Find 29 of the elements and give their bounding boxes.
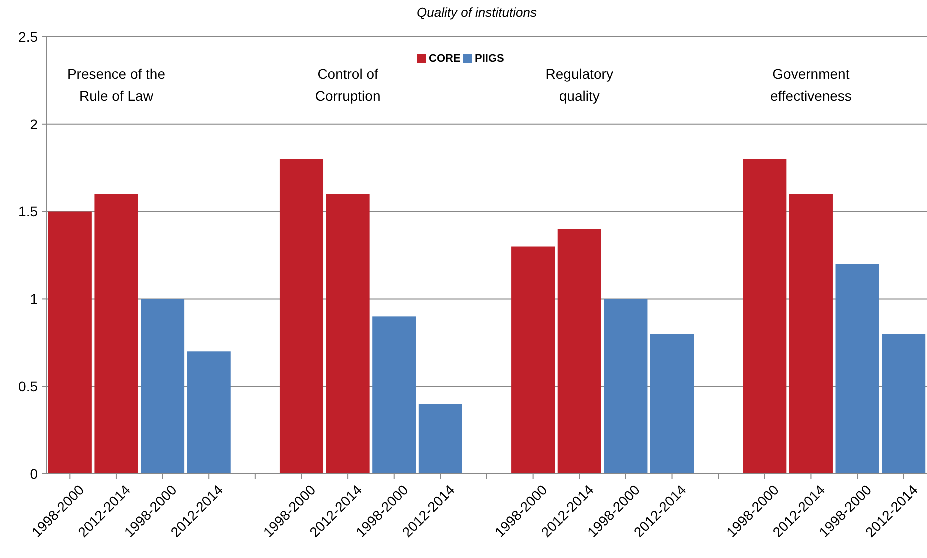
- annotation: Control of Corruption: [315, 66, 381, 104]
- bar: [604, 299, 648, 474]
- chart-title: Quality of institutions: [417, 5, 538, 20]
- bar: [280, 159, 324, 474]
- bar: [743, 159, 787, 474]
- bar: [418, 404, 462, 474]
- bar: [141, 299, 185, 474]
- y-tick-label: 1: [30, 291, 38, 308]
- bar: [882, 334, 926, 474]
- bar: [94, 194, 138, 474]
- legend-label: CORE: [429, 53, 461, 65]
- bar: [650, 334, 694, 474]
- y-tick-label: 0: [30, 466, 38, 482]
- bar: [372, 316, 416, 474]
- bar: [789, 194, 833, 474]
- bar: [187, 352, 231, 474]
- bar: [326, 194, 370, 474]
- bar: [48, 212, 92, 474]
- y-tick-label: 2: [30, 116, 38, 132]
- bar: [512, 246, 556, 474]
- y-tick-label: 1.5: [18, 204, 38, 220]
- y-tick-label: 0.5: [18, 378, 38, 394]
- annotation: Presence of the Rule of Law: [67, 66, 166, 104]
- y-tick-label: 2.5: [18, 28, 38, 45]
- annotation: Government effectiveness: [770, 66, 852, 104]
- bar: [558, 229, 602, 474]
- legend-label: PIIGS: [475, 53, 504, 65]
- bar: [836, 264, 880, 474]
- annotation: Regulatory quality: [546, 66, 614, 104]
